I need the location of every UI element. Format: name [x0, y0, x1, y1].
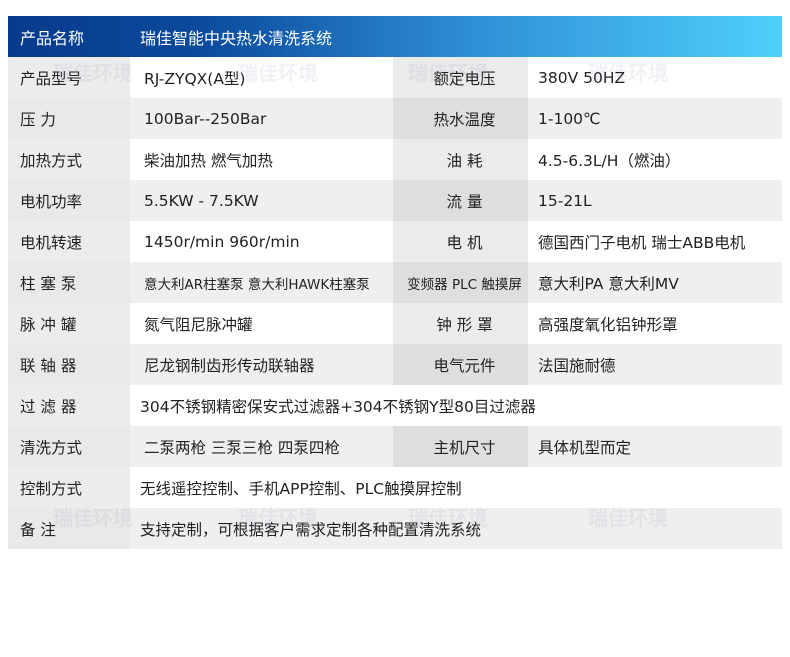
table-row: 电机转速 1450r/min 960r/min 电 机德国西门子电机 瑞士ABB电机 [8, 221, 782, 262]
table-row: 过 滤 器 304不锈钢精密保安式过滤器+304不锈钢Y型80目过滤器 [8, 385, 782, 426]
spec-label: 脉 冲 罐 [8, 303, 130, 344]
spec-label: 变频器 PLC 触摸屏 [393, 262, 528, 303]
spec-value: 4.5-6.3L/H（燃油） [528, 139, 782, 180]
spec-value: 15-21L [528, 180, 782, 221]
spec-label: 流 量 [393, 180, 528, 221]
spec-value: 意大利AR柱塞泵 意大利HAWK柱塞泵 [130, 262, 393, 303]
spec-label: 电气元件 [393, 344, 528, 385]
spec-label: 过 滤 器 [8, 385, 130, 426]
spec-table: 产品名称 瑞佳智能中央热水清洗系统 产品型号 RJ-ZYQX(A型) 额定电压 380… [8, 16, 782, 549]
spec-value: 氮气阻尼脉冲罐 [130, 303, 393, 344]
spec-value: 尼龙钢制齿形传动联轴器 [130, 344, 393, 385]
spec-label: 电机功率 [8, 180, 130, 221]
spec-value: 1450r/min 960r/min [130, 221, 393, 262]
spec-value: RJ-ZYQX(A型) [130, 57, 393, 98]
table-row: 备 注支持定制，可根据客户需求定制各种配置清洗系统瑞佳环境瑞佳环境瑞佳环境瑞佳环… [8, 506, 782, 549]
spec-value: 二泵两枪 三泵三枪 四泵四枪 [130, 426, 393, 467]
table-row: 加热方式 柴油加热 燃气加热油 耗 4.5-6.3L/H（燃油） [8, 139, 782, 180]
table-row: 联 轴 器尼龙钢制齿形传动联轴器 电气元件 法国施耐德 [8, 344, 782, 385]
spec-value: 柴油加热 燃气加热 [130, 139, 393, 180]
spec-value: 1-100℃ [528, 98, 782, 139]
spec-value: 304不锈钢精密保安式过滤器+304不锈钢Y型80目过滤器 [130, 385, 782, 426]
table-row: 压 力 100Bar--250Bar 热水温度 1-100℃ [8, 98, 782, 139]
spec-label: 清洗方式 [8, 426, 130, 467]
spec-label: 备 注 [8, 508, 130, 549]
product-name-value: 瑞佳智能中央热水清洗系统 [140, 28, 333, 48]
table-header: 产品名称 瑞佳智能中央热水清洗系统 [8, 16, 782, 57]
product-name-label: 产品名称 [20, 28, 85, 48]
spec-label: 油 耗 [393, 139, 528, 180]
table-row: 控制方式 无线遥控控制、手机APP控制、PLC触摸屏控制 [8, 467, 782, 508]
spec-label: 加热方式 [8, 139, 130, 180]
spec-value: 德国西门子电机 瑞士ABB电机 [528, 221, 782, 262]
spec-value: 380V 50HZ [528, 57, 782, 98]
spec-value: 具体机型而定 [528, 426, 782, 467]
spec-label: 钟 形 罩 [393, 303, 528, 344]
spec-label: 额定电压 [393, 57, 528, 98]
spec-label: 电机转速 [8, 221, 130, 262]
spec-label: 热水温度 [393, 98, 528, 139]
spec-value: 高强度氧化铝钟形罩 [528, 303, 782, 344]
spec-value: 无线遥控控制、手机APP控制、PLC触摸屏控制 [130, 467, 782, 508]
spec-value: 5.5KW - 7.5KW [130, 180, 393, 221]
spec-value: 支持定制，可根据客户需求定制各种配置清洗系统 [130, 508, 782, 549]
spec-label: 联 轴 器 [8, 344, 130, 385]
spec-label: 压 力 [8, 98, 130, 139]
spec-value: 100Bar--250Bar [130, 98, 393, 139]
spec-value: 法国施耐德 [528, 344, 782, 385]
spec-value: 意大利PA 意大利MV [528, 262, 782, 303]
spec-label: 控制方式 [8, 467, 130, 508]
spec-label: 主机尺寸 [393, 426, 528, 467]
spec-label: 电 机 [393, 221, 528, 262]
table-row: 脉 冲 罐氮气阻尼脉冲罐钟 形 罩高强度氧化铝钟形罩 [8, 303, 782, 344]
table-row: 柱 塞 泵意大利AR柱塞泵 意大利HAWK柱塞泵 变频器 PLC 触摸屏 意大利PA… [8, 262, 782, 303]
spec-label: 柱 塞 泵 [8, 262, 130, 303]
spec-label: 产品型号 [8, 57, 130, 98]
table-row: 清洗方式 二泵两枪 三泵三枪 四泵四枪 主机尺寸 具体机型而定 [8, 426, 782, 467]
table-row: 电机功率 5.5KW - 7.5KW 流 量 15-21L [8, 180, 782, 221]
